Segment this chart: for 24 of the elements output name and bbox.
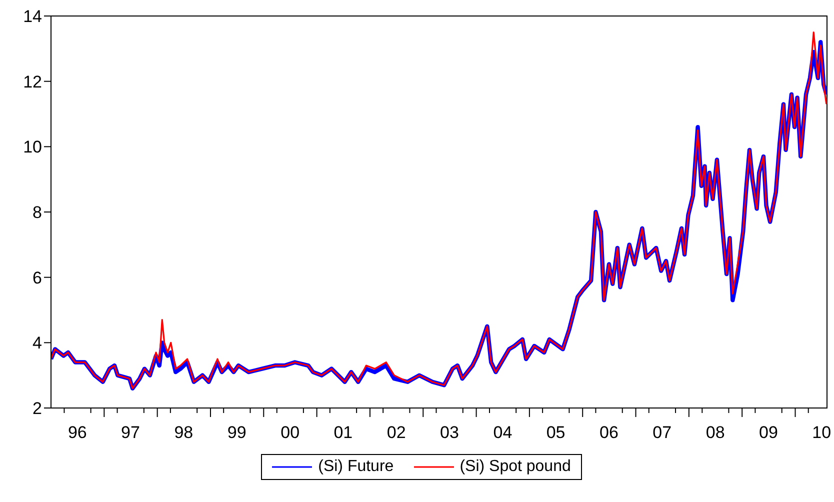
- x-tick-label: 00: [280, 423, 300, 442]
- y-tick-label: 8: [32, 203, 42, 222]
- x-tick-label: 97: [121, 423, 140, 442]
- x-tick-label: 06: [600, 423, 618, 442]
- y-tick-label: 10: [23, 138, 42, 157]
- x-tick-label: 99: [227, 423, 246, 442]
- legend-label: (Si) Future: [318, 458, 394, 476]
- x-tick-label: 10: [812, 423, 832, 442]
- x-tick-label: 04: [493, 423, 512, 442]
- x-tick-label: 01: [334, 423, 353, 442]
- y-tick-label: 4: [32, 334, 42, 353]
- x-tick-label: 09: [758, 423, 778, 442]
- x-tick-label: 08: [706, 423, 725, 442]
- legend-label: (Si) Spot pound: [460, 458, 571, 476]
- x-tick-label: 96: [68, 423, 87, 442]
- x-tick-label: 03: [440, 423, 459, 442]
- y-tick-label: 12: [23, 72, 42, 92]
- x-tick-label: 05: [546, 423, 566, 442]
- y-tick-label: 2: [32, 399, 42, 418]
- x-tick-label: 07: [652, 423, 672, 442]
- x-tick-label: 02: [386, 423, 406, 442]
- x-tick-label: 98: [174, 423, 194, 442]
- y-tick-label: 6: [32, 268, 42, 288]
- y-tick-label: 14: [23, 7, 42, 26]
